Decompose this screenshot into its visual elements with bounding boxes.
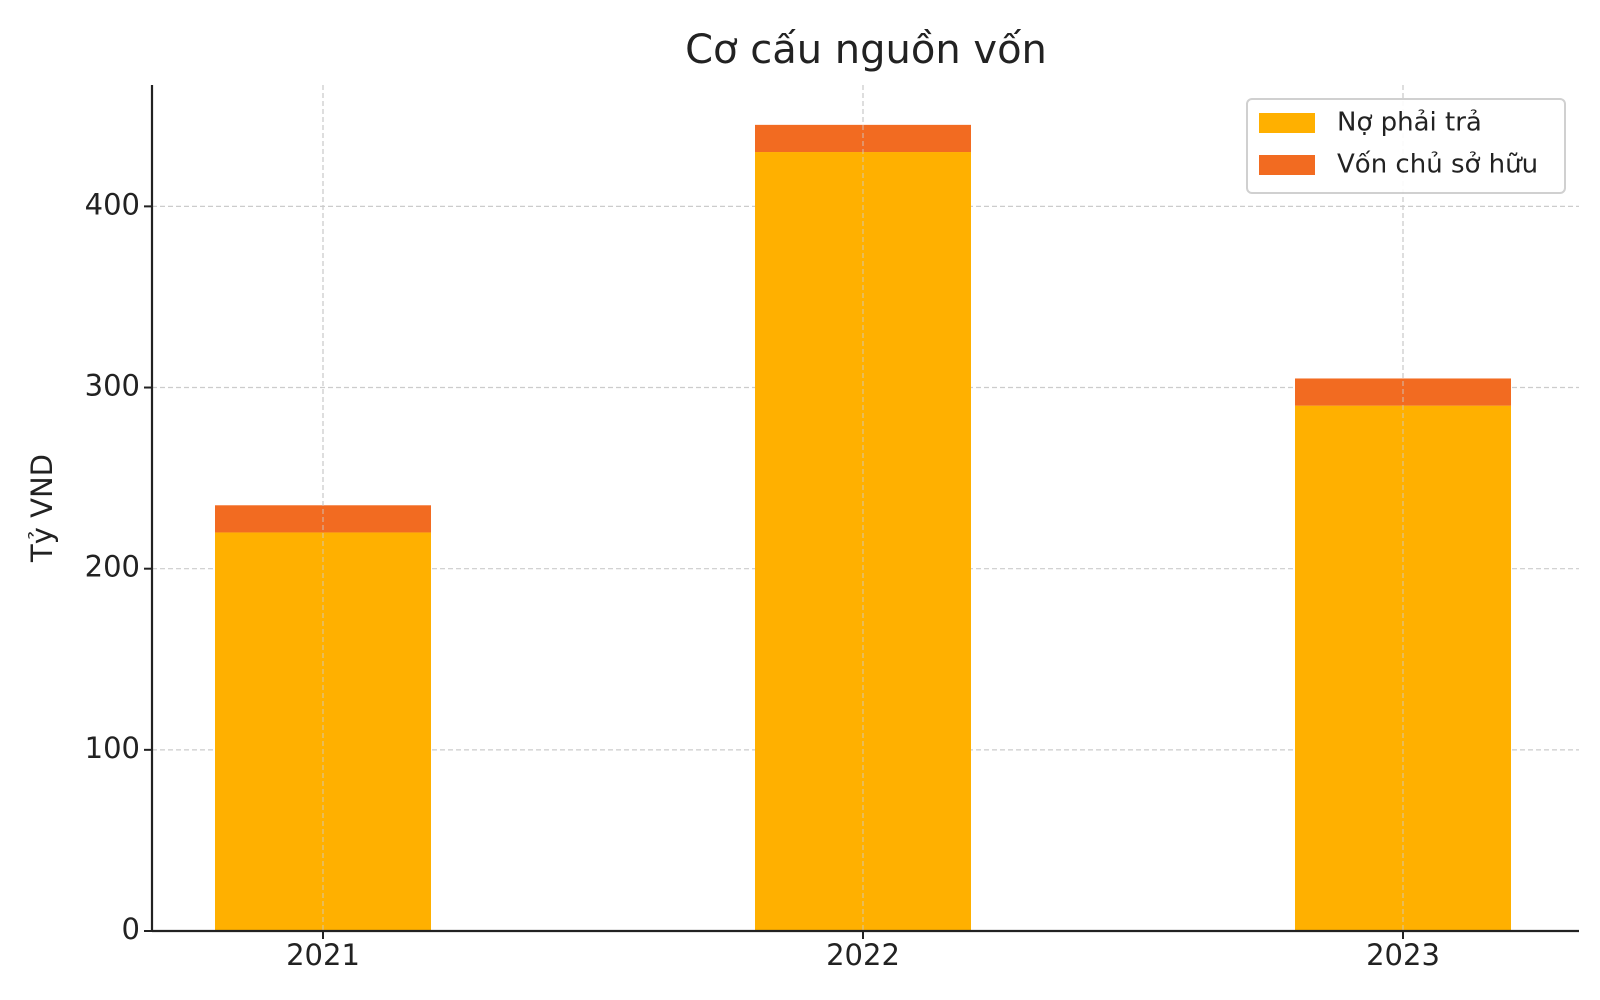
chart-title: Cơ cấu nguồn vốn (685, 27, 1047, 73)
legend-box (1246, 98, 1566, 194)
bar-segment (1295, 405, 1511, 931)
y-tick-label: 400 (85, 187, 140, 221)
y-tick-label: 100 (85, 731, 140, 765)
x-tick-label: 2022 (826, 938, 900, 972)
legend-swatch (1259, 155, 1315, 175)
legend-label: Nợ phải trả (1337, 108, 1482, 138)
x-tick-label: 2023 (1366, 938, 1440, 972)
legend-swatch (1259, 113, 1315, 133)
y-tick-label: 200 (85, 550, 140, 584)
x-tick-label: 2021 (286, 938, 360, 972)
legend-label: Vốn chủ sở hữu (1337, 150, 1538, 180)
y-tick-label: 0 (122, 912, 140, 946)
y-tick-label: 300 (85, 369, 140, 403)
y-axis-label: Tỷ VND (25, 454, 59, 563)
